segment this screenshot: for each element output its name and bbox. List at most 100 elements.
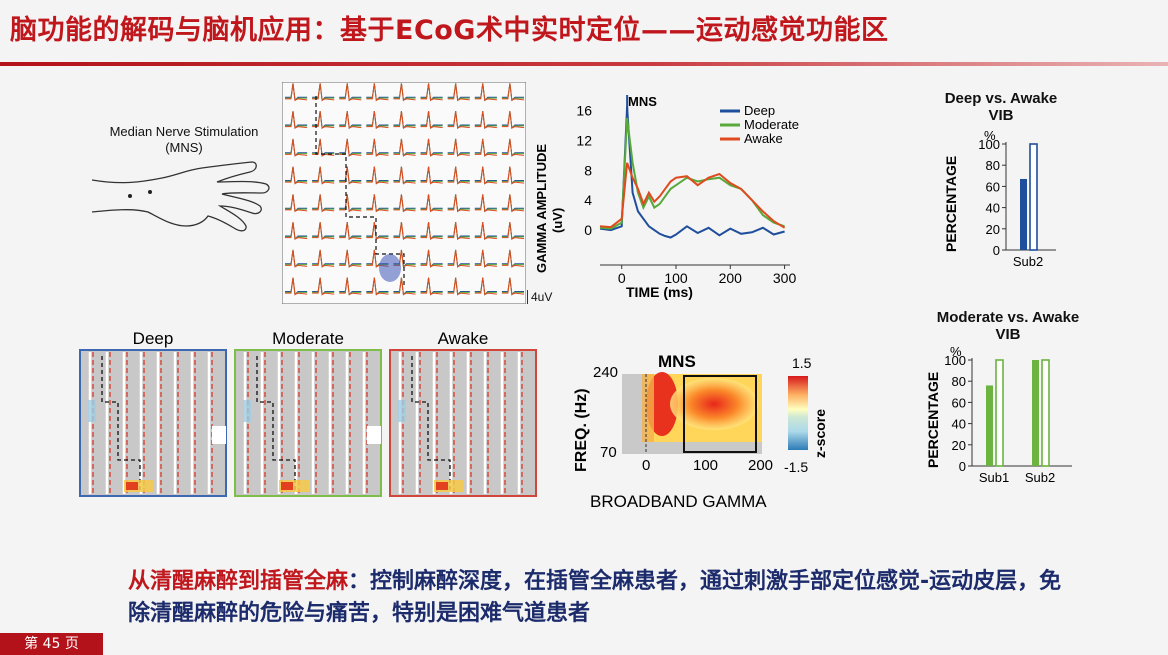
gamma-ytick-label: 4 — [584, 192, 592, 208]
ecog-trace — [312, 111, 335, 129]
gamma-ytick-label: 12 — [576, 132, 592, 148]
ecog-trace — [366, 138, 389, 157]
heatmap-deactivation — [88, 400, 96, 422]
ecog-trace — [474, 222, 497, 240]
page-number: 第 45 页 — [0, 633, 103, 655]
ecog-trace — [366, 222, 389, 240]
stimulation-label-line2: (MNS) — [165, 140, 203, 155]
ecog-trace — [285, 277, 308, 296]
heatmap-sulcus-line — [411, 356, 451, 490]
bar-ytick-label: 40 — [986, 201, 1000, 216]
title-divider — [0, 62, 1168, 66]
ecog-trace — [393, 83, 416, 102]
gamma-xtick-label: 300 — [773, 270, 797, 286]
ecog-trace — [285, 83, 308, 102]
ecog-trace — [285, 166, 308, 185]
ecog-trace — [420, 166, 443, 185]
spectrogram-selection-box — [683, 375, 757, 453]
moderate-vs-awake-bar-chart: PERCENTAGE% 0 20 40 60 80 100 Sub1 Sub2 — [925, 344, 1072, 485]
ecog-trace — [474, 138, 497, 157]
deep-vs-awake-title-line2: VIB — [988, 107, 1014, 124]
deep-vs-awake-bar-chart: PERCENTAGE% 0 20 40 60 80 100 Sub2 — [943, 128, 1056, 269]
ecog-trace — [447, 111, 470, 129]
heatmap-activation-peak — [126, 482, 138, 490]
bar-sub2-hollow — [1029, 143, 1038, 251]
gamma-ytick-label: 16 — [576, 102, 592, 118]
ecog-trace — [285, 111, 308, 129]
heatmap-panel-moderate — [234, 349, 382, 497]
ecog-trace — [393, 111, 416, 129]
heatmap-blank-cell — [367, 426, 381, 444]
heatmap-deactivation — [398, 400, 406, 422]
legend-label-awake: Awake — [744, 131, 783, 146]
ecog-trace — [447, 138, 470, 157]
heatmap-activation-peak — [436, 482, 448, 490]
moderate-vs-awake-title-line1: Moderate vs. Awake — [936, 309, 1080, 326]
ecog-trace — [339, 111, 362, 129]
ecog-trace — [420, 194, 443, 213]
ecog-trace — [501, 111, 525, 129]
ecog-trace — [312, 222, 335, 240]
bar-ytick-label: 60 — [952, 395, 966, 410]
ecog-trace — [501, 166, 525, 185]
bar-ytick-label: 0 — [959, 459, 966, 474]
ecog-trace — [339, 194, 362, 213]
ecog-trace — [339, 222, 362, 240]
gamma-xtick-label: 100 — [664, 270, 688, 286]
heatmap-panels: Deep Moderate Awake — [78, 326, 544, 498]
ecog-trace — [447, 277, 470, 296]
summary-text: 从清醒麻醉到插管全麻：控制麻醉深度，在插管全麻患者，通过刺激手部定位感觉-运动皮… — [128, 566, 1068, 630]
bar-category-label: Sub1 — [979, 470, 1009, 485]
ecog-trace — [339, 166, 362, 185]
gamma-xtick-label: 0 — [618, 270, 626, 286]
ecog-trace — [339, 83, 362, 102]
ecog-trace — [285, 138, 308, 157]
ecog-trace — [285, 194, 308, 213]
colorbar-max: 1.5 — [792, 355, 812, 371]
response-highlight — [379, 254, 401, 282]
mns-marker-label: MNS — [628, 94, 657, 109]
heatmap-activation-peak — [281, 482, 293, 490]
deep-vs-awake-title: Deep vs. Awake VIB — [926, 90, 1076, 124]
ecog-trace — [501, 194, 525, 213]
ecog-trace — [312, 166, 335, 185]
ecog-trace — [339, 277, 362, 296]
bar-sub1-hollow — [995, 359, 1004, 467]
ecog-trace — [366, 194, 389, 213]
bar-ytick-label: 20 — [952, 438, 966, 453]
ecog-trace — [420, 83, 443, 102]
stimulation-label-line1: Median Nerve Stimulation — [109, 124, 259, 139]
bar-ytick-label: 20 — [986, 222, 1000, 237]
legend-label-deep: Deep — [744, 103, 775, 118]
ecog-trace — [447, 166, 470, 185]
ecog-trace — [447, 83, 470, 102]
gamma-xtick-label: 200 — [719, 270, 743, 286]
bar-ytick-label: 80 — [952, 374, 966, 389]
ecog-trace — [366, 83, 389, 102]
legend-label-moderate: Moderate — [744, 117, 799, 132]
heatmap-svg: Deep Moderate Awake — [79, 329, 537, 497]
ecog-trace — [474, 249, 497, 268]
ecog-trace — [420, 111, 443, 129]
ecog-trace — [474, 111, 497, 129]
hand-illustration-icon — [92, 161, 270, 232]
ecog-trace — [285, 222, 308, 240]
moderate-vs-awake-title: Moderate vs. Awake VIB — [918, 309, 1098, 343]
spectrogram: FREQ. (Hz) MNS 240 70 0 100 200 1.5 -1.5… — [573, 352, 828, 511]
ecog-trace — [474, 166, 497, 185]
bar-ylabel: PERCENTAGE — [943, 156, 959, 252]
spectrogram-xtick-100: 100 — [693, 457, 718, 474]
ecog-trace — [366, 277, 389, 296]
ecog-trace — [474, 83, 497, 102]
colorbar-min: -1.5 — [784, 459, 808, 475]
spectrogram-sustained-burst — [670, 378, 758, 430]
spectrogram-onset-edge — [642, 374, 654, 454]
bar-ylabel: PERCENTAGE — [925, 372, 941, 468]
ecog-trace — [393, 194, 416, 213]
ecog-trace — [339, 249, 362, 268]
ecog-trace — [312, 83, 335, 102]
moderate-vs-awake-title-line2: VIB — [995, 326, 1021, 343]
heatmap-panel-awake — [389, 349, 537, 497]
spectrogram-title: MNS — [658, 352, 696, 371]
spectrogram-ytick-high: 240 — [593, 364, 618, 381]
